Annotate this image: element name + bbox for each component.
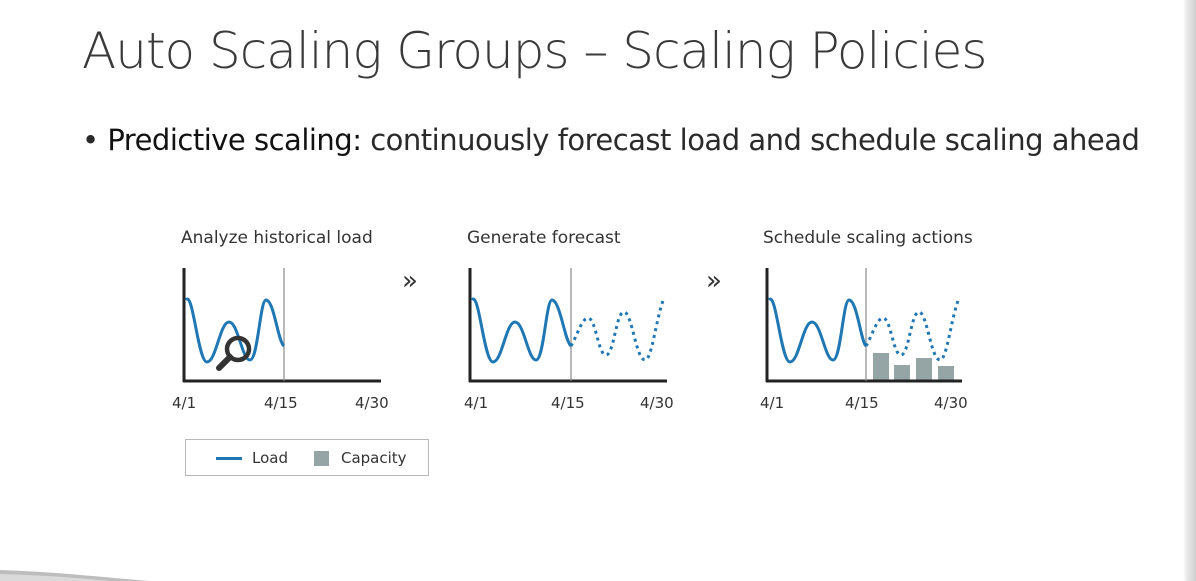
slide-edge-shadow (1183, 0, 1196, 581)
load-line (184, 297, 286, 364)
forecast-line (569, 297, 666, 362)
capacity-bar (916, 358, 932, 380)
load-line (470, 297, 573, 364)
forecast-line (864, 297, 961, 362)
load-line (767, 297, 868, 364)
panel-forecast-chart (468, 268, 667, 383)
legend: Load Capacity (185, 439, 429, 476)
bullet-predictive-scaling: • Predictive scaling: continuously forec… (82, 123, 1140, 157)
panel-title-analyze: Analyze historical load (181, 228, 373, 248)
panel-analyze-chart (182, 268, 381, 383)
chevron-right-icon: » (706, 266, 722, 296)
magnifier-icon (216, 335, 252, 371)
tick-label: 4/15 (551, 394, 585, 412)
chevron-right-icon: » (402, 266, 418, 296)
capacity-bar (938, 366, 954, 380)
bottom-swoosh (0, 570, 150, 581)
bullet-text: continuously forecast load and schedule … (361, 123, 1140, 157)
load-swatch (216, 457, 242, 460)
capacity-bar (873, 353, 889, 380)
tick-label: 4/1 (760, 394, 785, 412)
capacity-swatch (314, 451, 329, 466)
capacity-bar (894, 365, 910, 380)
tick-label: 4/15 (845, 394, 879, 412)
panel-schedule-chart (765, 268, 962, 383)
bullet-term: Predictive scaling: (107, 123, 362, 157)
panel-title-schedule: Schedule scaling actions (763, 228, 973, 248)
tick-label: 4/15 (264, 394, 298, 412)
tick-label: 4/1 (464, 394, 489, 412)
legend-load-label: Load (252, 449, 288, 467)
legend-capacity-label: Capacity (341, 449, 407, 467)
tick-label: 4/30 (640, 394, 674, 412)
tick-label: 4/30 (934, 394, 968, 412)
panel-title-forecast: Generate forecast (467, 228, 621, 248)
tick-label: 4/1 (172, 394, 197, 412)
tick-label: 4/30 (355, 394, 389, 412)
slide-title: Auto Scaling Groups – Scaling Policies (82, 22, 987, 80)
